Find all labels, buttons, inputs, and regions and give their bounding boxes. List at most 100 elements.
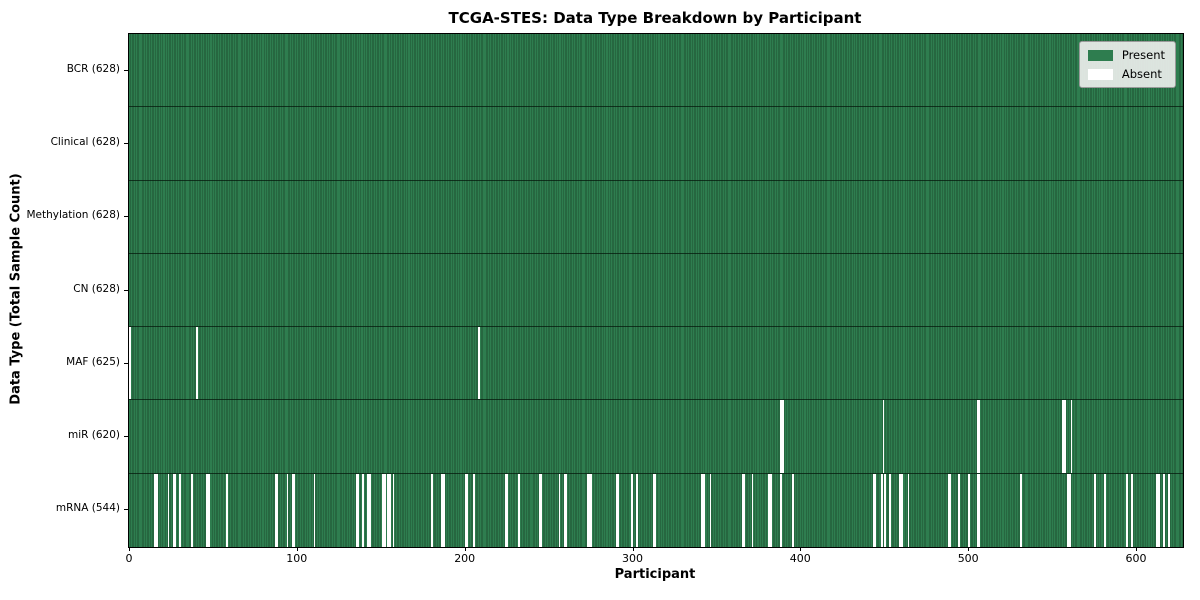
row-band-methylation xyxy=(129,180,1183,254)
row-band-mir xyxy=(129,400,1183,474)
absent-stripe xyxy=(1162,473,1165,547)
absent-stripe xyxy=(702,473,705,547)
legend-item-present: Present xyxy=(1087,48,1165,62)
row-band-bcr xyxy=(129,34,1183,108)
ytick-mark xyxy=(124,436,128,438)
absent-stripe xyxy=(167,473,170,547)
absent-stripe xyxy=(615,473,618,547)
absent-stripe xyxy=(179,473,182,547)
xtick-mark xyxy=(129,547,130,551)
absent-stripe xyxy=(882,400,885,473)
absent-stripe xyxy=(382,473,385,547)
ytick-label-mir: miR (620) xyxy=(67,429,120,442)
absent-stripe xyxy=(478,327,480,400)
absent-stripe xyxy=(196,327,198,400)
absent-stripe xyxy=(654,473,656,547)
row-band-cn xyxy=(129,253,1183,328)
absent-stripe xyxy=(1094,473,1096,547)
absent-stripe xyxy=(1156,473,1158,547)
absent-stripe xyxy=(174,473,176,547)
absent-stripe xyxy=(948,473,950,547)
absent-stripe xyxy=(506,473,509,547)
ytick-mark xyxy=(124,142,128,144)
absent-stripe xyxy=(781,400,784,473)
ytick-mark xyxy=(124,362,128,364)
absent-stripe xyxy=(538,473,541,547)
absent-stripe xyxy=(884,473,886,547)
xtick-label-200: 200 xyxy=(454,552,476,565)
absent-stripe xyxy=(617,473,620,547)
legend-absent-swatch xyxy=(1087,68,1113,80)
xtick-mark xyxy=(464,547,466,551)
absent-stripe xyxy=(504,473,507,547)
absent-stripe xyxy=(1063,400,1066,473)
absent-stripe xyxy=(968,473,970,547)
absent-stripe xyxy=(387,473,390,547)
xtick-mark xyxy=(296,547,298,551)
absent-stripe xyxy=(392,473,395,547)
absent-stripe xyxy=(1104,473,1106,547)
absent-stripe xyxy=(172,473,175,547)
absent-stripe xyxy=(1157,473,1160,547)
absent-stripe xyxy=(155,473,158,547)
absent-stripe xyxy=(558,473,561,547)
absent-stripe xyxy=(431,473,433,547)
absent-stripe xyxy=(191,473,193,547)
absent-stripe xyxy=(701,473,703,547)
ytick-mark xyxy=(124,509,128,511)
absent-stripe xyxy=(389,473,391,547)
absent-stripe xyxy=(588,473,591,547)
absent-stripe xyxy=(473,473,475,547)
absent-stripe xyxy=(442,473,445,547)
absent-stripe xyxy=(1125,473,1128,547)
absent-stripe xyxy=(770,473,772,547)
absent-stripe xyxy=(291,473,294,547)
legend-present-swatch xyxy=(1087,49,1113,61)
absent-stripe xyxy=(949,473,952,547)
absent-stripe xyxy=(872,473,875,547)
absent-stripe xyxy=(958,473,960,547)
absent-stripe xyxy=(367,473,369,547)
absent-stripe xyxy=(901,473,903,547)
legend-item-absent: Absent xyxy=(1087,67,1165,81)
absent-stripe xyxy=(355,473,358,547)
absent-stripe xyxy=(362,473,364,547)
absent-stripe xyxy=(226,473,229,547)
absent-stripe xyxy=(518,473,521,547)
absent-stripe xyxy=(768,473,771,547)
xtick-label-400: 400 xyxy=(789,552,811,565)
absent-stripe xyxy=(293,473,296,547)
absent-stripe xyxy=(286,473,289,547)
absent-stripe xyxy=(129,327,131,400)
xtick-label-600: 600 xyxy=(1125,552,1147,565)
absent-stripe xyxy=(384,473,386,547)
absent-stripe xyxy=(751,473,754,547)
absent-stripe xyxy=(1020,473,1022,547)
legend: Present Absent xyxy=(1078,41,1176,88)
absent-stripe xyxy=(652,473,655,547)
absent-stripe xyxy=(743,473,745,547)
ytick-label-clinical: Clinical (628) xyxy=(50,135,120,148)
x-axis-label: Participant xyxy=(614,567,696,582)
absent-stripe xyxy=(889,473,891,547)
absent-stripe xyxy=(275,473,277,547)
absent-stripe xyxy=(976,400,979,473)
ytick-mark xyxy=(124,216,128,218)
ytick-mark xyxy=(124,289,128,291)
absent-stripe xyxy=(441,473,443,547)
absent-stripe xyxy=(630,473,633,547)
ytick-label-mrna: mRNA (544) xyxy=(55,502,120,515)
row-band-clinical xyxy=(129,107,1183,181)
ytick-label-cn: CN (628) xyxy=(73,282,120,295)
legend-absent-label: Absent xyxy=(1121,67,1162,81)
absent-stripe xyxy=(563,473,566,547)
absent-stripe xyxy=(907,473,910,547)
absent-stripe xyxy=(1062,400,1064,473)
absent-stripe xyxy=(1130,473,1133,547)
xtick-label-100: 100 xyxy=(286,552,308,565)
absent-stripe xyxy=(207,473,210,547)
absent-stripe xyxy=(880,473,883,547)
ytick-mark xyxy=(124,69,128,71)
absent-stripe xyxy=(899,473,902,547)
